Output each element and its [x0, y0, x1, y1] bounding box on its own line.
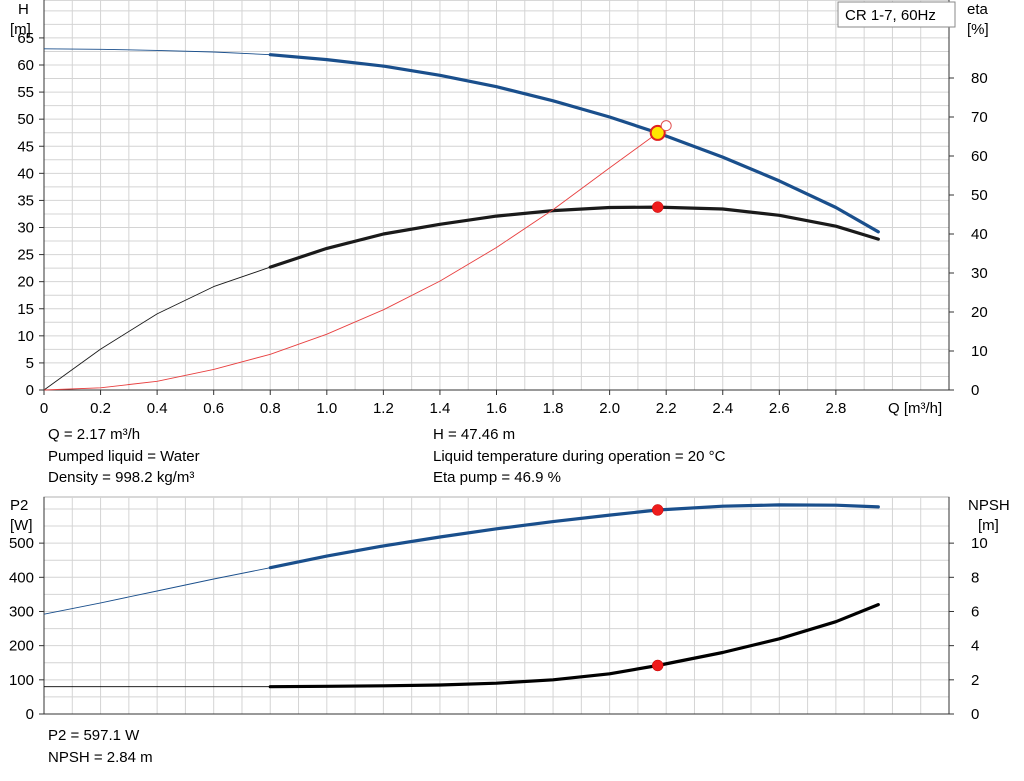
series-eta-thin — [43, 266, 271, 391]
bottom-right-axis-label-line2: [m] — [978, 517, 999, 534]
left-tick-label: 0 — [26, 382, 34, 399]
x-tick-label: 0.4 — [147, 400, 168, 417]
x-tick-label: 2.0 — [599, 400, 620, 417]
top-right-axis-label-line1: eta — [967, 1, 989, 18]
x-tick-label: 2.4 — [712, 400, 733, 417]
left-tick-label: 65 — [17, 30, 34, 47]
series-H-bold — [268, 53, 880, 234]
left-tick-label: 10 — [17, 328, 34, 345]
info-pumped-liquid: Pumped liquid = Water — [48, 448, 200, 465]
x-tick-label: 0 — [40, 400, 48, 417]
x-tick-label: 1.2 — [373, 400, 394, 417]
bottom-chart-points — [651, 504, 664, 672]
series-NPSH-bold — [268, 602, 880, 689]
bottom-left-axis-label-line1: P2 — [10, 497, 28, 514]
right-tick-label: 4 — [971, 638, 979, 655]
x-tick-label: 1.0 — [316, 400, 337, 417]
top-left-axis-label-line1: H — [18, 1, 29, 18]
duty-point — [649, 124, 666, 141]
operating-point — [651, 659, 664, 672]
legend-box — [837, 1, 956, 28]
info-density: Density = 998.2 kg/m³ — [48, 469, 194, 486]
left-tick-label: 20 — [17, 274, 34, 291]
left-tick-label: 300 — [9, 603, 34, 620]
left-tick-label: 15 — [17, 301, 34, 318]
right-tick-label: 8 — [971, 569, 979, 586]
operating-point — [651, 201, 664, 213]
right-tick-label: 70 — [971, 109, 988, 126]
left-tick-label: 0 — [26, 706, 34, 723]
legend-label: CR 1-7, 60Hz — [845, 7, 936, 24]
info-q: Q = 2.17 m³/h — [48, 426, 140, 443]
left-tick-label: 35 — [17, 192, 34, 209]
x-tick-label: 0.8 — [260, 400, 281, 417]
top-chart-series — [43, 48, 880, 391]
left-tick-label: 500 — [9, 535, 34, 552]
right-tick-label: 50 — [971, 187, 988, 204]
right-tick-label: 10 — [971, 343, 988, 360]
bottom-chart-grid — [43, 496, 950, 715]
x-tick-label: 2.6 — [769, 400, 790, 417]
x-tick-label: 2.2 — [656, 400, 677, 417]
left-tick-label: 400 — [9, 569, 34, 586]
top-chart-grid — [43, 0, 950, 391]
x-tick-label: 2.8 — [825, 400, 846, 417]
open-point — [660, 120, 672, 132]
right-tick-label: 6 — [971, 603, 979, 620]
left-tick-label: 40 — [17, 165, 34, 182]
x-tick-label: 0.2 — [90, 400, 111, 417]
series-eta-bold — [268, 205, 880, 269]
top-chart-points — [649, 120, 672, 213]
operating-point — [651, 504, 664, 516]
bottom-chart-series — [43, 503, 880, 689]
left-tick-label: 30 — [17, 220, 34, 237]
left-tick-label: 50 — [17, 111, 34, 128]
info-p2: P2 = 597.1 W — [48, 727, 140, 744]
series-P2-thin — [43, 567, 271, 615]
right-tick-label: 0 — [971, 382, 979, 399]
right-tick-label: 60 — [971, 148, 988, 165]
left-tick-label: 100 — [9, 672, 34, 689]
right-tick-label: 80 — [971, 70, 988, 87]
x-tick-label: 1.6 — [486, 400, 507, 417]
right-tick-label: 40 — [971, 226, 988, 243]
left-tick-label: 200 — [9, 638, 34, 655]
right-tick-label: 2 — [971, 672, 979, 689]
series-H-thin — [43, 48, 271, 56]
info-h: H = 47.46 m — [433, 426, 515, 443]
info-eta-pump: Eta pump = 46.9 % — [433, 469, 561, 486]
bottom-left-axis-label-line2: [W] — [10, 517, 33, 534]
axis-ticks: 0510152025303540455055606501020304050607… — [9, 30, 988, 723]
series-P2-bold — [268, 503, 880, 570]
x-tick-label: 1.4 — [430, 400, 451, 417]
left-tick-label: 45 — [17, 138, 34, 155]
left-tick-label: 60 — [17, 57, 34, 74]
x-axis-label: Q [m³/h] — [888, 400, 942, 417]
x-tick-label: 0.6 — [203, 400, 224, 417]
left-tick-label: 5 — [26, 355, 34, 372]
top-left-axis-label-line2: [m] — [10, 21, 31, 38]
top-right-axis-label-line2: [%] — [967, 21, 989, 38]
left-tick-label: 25 — [17, 247, 34, 264]
x-tick-label: 1.8 — [543, 400, 564, 417]
right-tick-label: 30 — [971, 265, 988, 282]
info-npsh: NPSH = 2.84 m — [48, 749, 153, 766]
left-tick-label: 55 — [17, 84, 34, 101]
right-tick-label: 20 — [971, 304, 988, 321]
right-tick-label: 0 — [971, 706, 979, 723]
info-liquid-temperature: Liquid temperature during operation = 20… — [433, 448, 726, 465]
bottom-right-axis-label-line1: NPSH — [968, 497, 1010, 514]
series-system-thin — [43, 125, 667, 391]
right-tick-label: 10 — [971, 535, 988, 552]
